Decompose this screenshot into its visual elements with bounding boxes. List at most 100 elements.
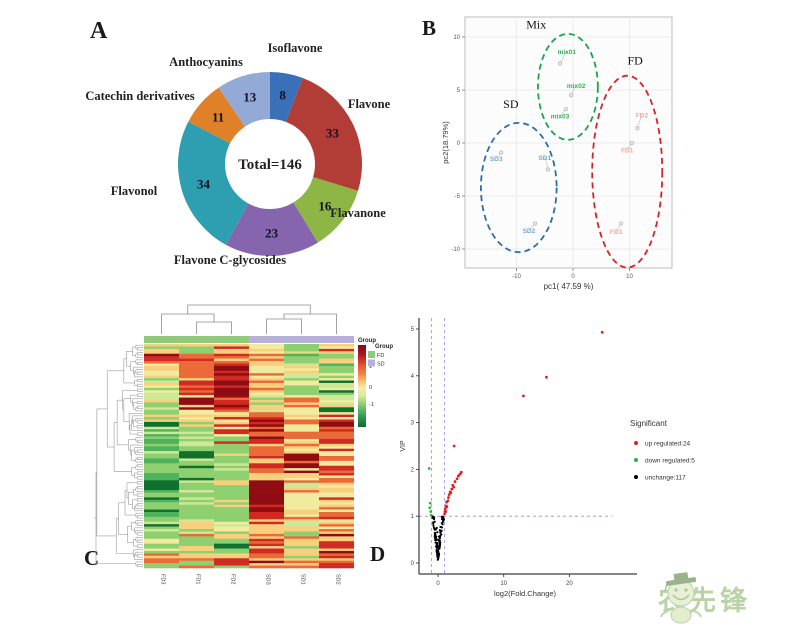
heatmap-cell [249,412,284,415]
watermark-mascot-icon [660,572,702,624]
heatmap-cell [319,368,354,372]
heatmap-cell [179,541,214,544]
heatmap-cell [144,533,179,537]
heatmap-cell [144,375,179,379]
heatmap-cell [284,485,319,488]
heatmap-cell [319,512,354,515]
legend-dot [634,475,638,479]
heatmap-cell [144,504,179,508]
heatmap-cell [144,434,179,437]
heatmap-cell [179,533,214,537]
heatmap-cell [249,477,284,481]
heatmap-cell [144,543,179,547]
heatmap-cell [319,536,354,540]
heatmap-cell [144,387,179,391]
heatmap-cell [284,380,319,384]
heatmap-cell [249,541,284,544]
slice-name: Anthocyanins [169,55,243,69]
heatmap-cell [214,397,249,401]
point-unchanged [434,541,437,544]
heatmap-cell [214,512,249,515]
label-connector [637,114,643,129]
heatmap-cell [249,344,284,347]
heatmap-cell [249,521,284,525]
heatmap-cell [179,560,214,564]
heatmap-cell [144,521,179,525]
legend-item-label: unchange:117 [645,475,686,482]
heatmap-cell [179,504,214,508]
heatmap-cell [214,560,249,564]
group-legend-label: SD [377,362,385,368]
heatmap-cell [144,373,179,376]
slice-value: 33 [326,125,340,140]
heatmap-cell [144,524,179,527]
slice-name: Flavone C-glycosides [174,253,286,267]
heatmap-cell [144,419,179,423]
heatmap-cell [319,526,354,530]
heatmap-cell [144,480,179,484]
heatmap-cell [179,429,214,432]
sample-label: SD1 [538,155,551,162]
heatmap-cell [179,477,214,481]
heatmap-cell [214,546,249,549]
heatmap-col-label: SD1 [300,574,306,585]
heatmap-cell [179,346,214,350]
heatmap-cell [214,563,249,566]
annotation-SD [249,336,354,343]
point-unchanged [436,531,439,534]
sample-point [618,221,624,226]
tick-label-y: 1 [411,514,415,520]
donut-total-label: Total=146 [238,157,302,173]
heatmap-cell [179,417,214,420]
legend-title: Significant [630,419,668,428]
heatmap-cell [214,504,249,508]
heatmap-cell [249,550,284,554]
heatmap-cell [249,368,284,372]
heatmap-cell [319,548,354,552]
heatmap-cell [249,358,284,362]
heatmap-cell [144,546,179,549]
heatmap-cell [249,414,284,418]
heatmap-cell [214,507,249,510]
donut-slice-5 [188,87,245,144]
heatmap-cell [179,524,214,527]
heatmap-cell [249,468,284,471]
heatmap-cell [319,426,354,430]
heatmap-cell [284,346,319,350]
heatmap-col-label: FD1 [195,574,201,584]
heatmap-cell [144,499,179,503]
heatmap-cell [319,407,354,411]
heatmap-cell [179,531,214,535]
point-unchanged [442,518,445,522]
heatmap-cell [249,380,284,384]
legend-dot [634,458,638,462]
heatmap-cell [284,458,319,462]
heatmap-cell [284,378,319,381]
heatmap-cell [284,448,319,452]
heatmap-cell [284,387,319,391]
point-up [446,499,450,503]
sample-label: mix01 [558,49,577,56]
heatmap-cell [284,370,319,374]
heatmap-cell [214,387,249,391]
heatmap-cell [179,516,214,520]
heatmap-cell [284,417,319,420]
heatmap-cell [249,482,284,486]
heatmap-cell [179,519,214,523]
point-unchanged [433,532,436,535]
heatmap-cell [284,499,319,503]
heatmap-cell [144,526,179,530]
tick-label-y: 2 [411,467,415,473]
heatmap-cell [249,558,284,561]
donut-slice-6 [218,72,270,127]
sample-label: FD3 [610,229,623,236]
heatmap-cell [319,521,354,525]
heatmap-cell [179,361,214,364]
heatmap-cell [179,392,214,396]
heatmap-cell [144,392,179,396]
heatmap-cell [284,548,319,552]
heatmap-cell [319,448,354,452]
heatmap-cell [179,490,214,493]
heatmap-cell [144,555,179,559]
heatmap-cell [144,529,179,532]
